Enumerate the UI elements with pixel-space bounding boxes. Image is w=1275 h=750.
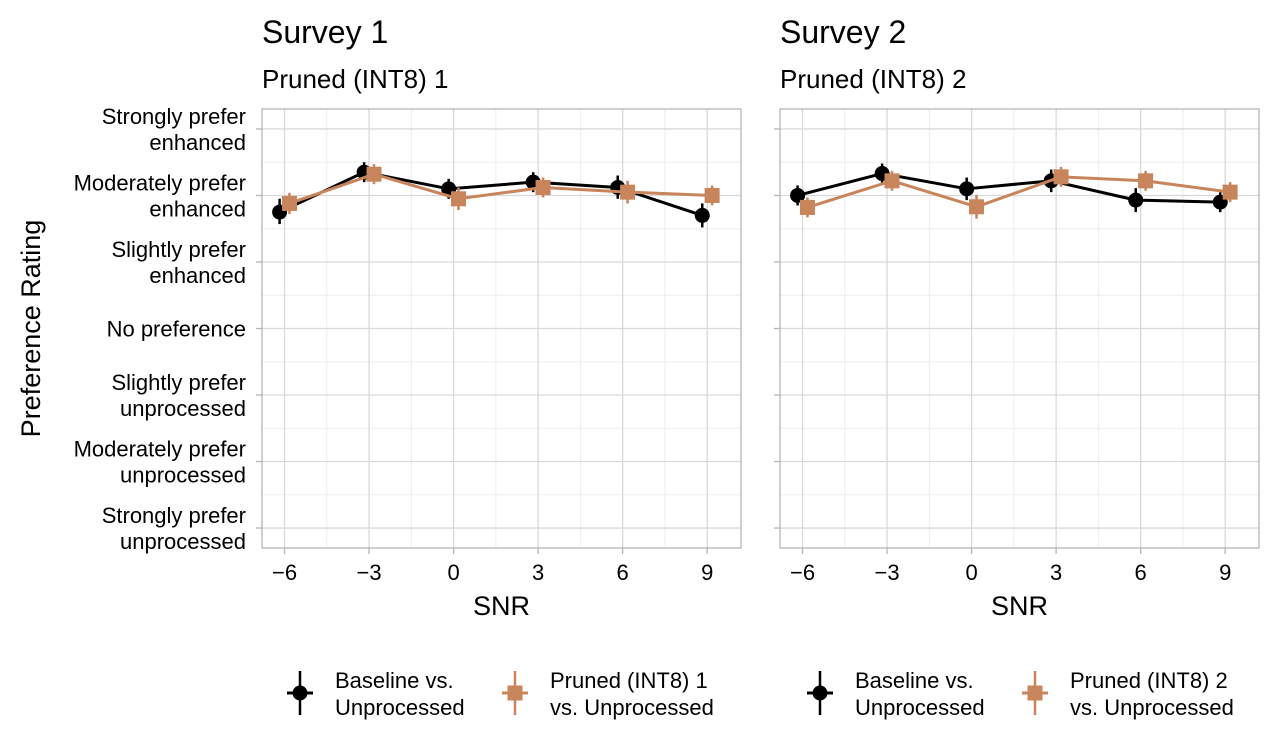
data-point (1138, 173, 1154, 189)
y-tick-label-line: Slightly prefer (111, 237, 246, 262)
legend-label-line: Pruned (INT8) 1 (550, 668, 708, 693)
y-tick-label-line: Moderately prefer (74, 170, 246, 195)
grid (262, 109, 741, 548)
y-tick-label: Slightly prefer unprocessed (111, 370, 246, 421)
panel-title: Survey 1 (262, 14, 388, 50)
legend-label-line: Unprocessed (855, 695, 985, 720)
data-point (535, 179, 551, 195)
legend-item: Baseline vs. Unprocessed (807, 668, 985, 720)
legend-label-line: Baseline vs. (855, 668, 974, 693)
series-line (797, 172, 1221, 204)
legend-label-line: vs. Unprocessed (1070, 695, 1234, 720)
data-point (694, 207, 710, 223)
data-point (969, 199, 985, 215)
y-tick-label-line: enhanced (149, 196, 246, 221)
legend-item: Pruned (INT8) 1 vs. Unprocessed (502, 668, 714, 720)
x-tick-label: 9 (701, 560, 713, 585)
x-tick-label: −6 (790, 560, 815, 585)
grid (780, 109, 1259, 548)
x-axis-title: SNR (991, 591, 1048, 621)
y-tick-label-line: unprocessed (120, 529, 246, 554)
data-point (884, 173, 900, 189)
y-tick-label: Moderately prefer unprocessed (74, 437, 246, 488)
legend-item: Baseline vs. Unprocessed (287, 668, 465, 720)
data-point (1053, 169, 1069, 185)
y-tick-label: No preference (107, 317, 246, 342)
x-tick-label: −6 (272, 560, 297, 585)
legend-key-marker (507, 685, 523, 701)
legend-label-line: Pruned (INT8) 2 (1070, 668, 1228, 693)
legend-label: Baseline vs. Unprocessed (335, 668, 465, 720)
y-tick-label: Strongly prefer enhanced (102, 104, 246, 155)
y-tick-label-line: enhanced (149, 263, 246, 288)
data-point (451, 191, 467, 207)
data-point (799, 199, 815, 215)
legend-label: Baseline vs. Unprocessed (855, 668, 985, 720)
legend-label: Pruned (INT8) 1 vs. Unprocessed (550, 668, 714, 720)
data-point (704, 187, 720, 203)
series-line (288, 172, 713, 205)
y-axis-title: Preference Rating (16, 220, 46, 438)
x-tick-label: 9 (1219, 560, 1231, 585)
y-tick-label: Moderately prefer enhanced (74, 170, 246, 221)
y-tick-label: Strongly prefer unprocessed (102, 503, 246, 554)
series-2 (281, 164, 720, 215)
panel-title: Survey 2 (780, 14, 906, 50)
data-point (620, 184, 636, 200)
legend-key-marker (812, 685, 828, 701)
series-line (807, 175, 1231, 209)
panel-2: Survey 2 Pruned (INT8) 2 −6 −3 0 3 6 9 SNR Baseli… (774, 14, 1260, 720)
data-point (281, 195, 297, 211)
legend-label-line: vs. Unprocessed (550, 695, 714, 720)
x-tick-label: −3 (357, 560, 382, 585)
x-tick-label: 6 (1135, 560, 1147, 585)
panel-subtitle: Pruned (INT8) 2 (780, 64, 966, 94)
x-tick-label: 0 (965, 560, 977, 585)
y-tick-label: Slightly prefer enhanced (111, 237, 246, 288)
x-tick-label: 0 (447, 560, 459, 585)
x-tick-label: −3 (875, 560, 900, 585)
x-axis-title: SNR (473, 591, 530, 621)
data-point (366, 166, 382, 182)
y-tick-label-line: Strongly prefer (102, 104, 246, 129)
legend: Baseline vs. Unprocessed Pruned (INT8) 2 vs… (807, 668, 1234, 720)
panel-subtitle: Pruned (INT8) 1 (262, 64, 448, 94)
legend-label-line: Unprocessed (335, 695, 465, 720)
legend-label: Pruned (INT8) 2 vs. Unprocessed (1070, 668, 1234, 720)
y-tick-label-line: unprocessed (120, 463, 246, 488)
y-tick-label-line: unprocessed (120, 396, 246, 421)
data-point (959, 181, 975, 197)
data-point (790, 187, 806, 203)
x-tick-label: 6 (617, 560, 629, 585)
legend-item: Pruned (INT8) 2 vs. Unprocessed (1022, 668, 1234, 720)
x-tick-label: 3 (532, 560, 544, 585)
data-point (1222, 184, 1238, 200)
panel-1: Survey 1 Pruned (INT8) 1 −6 −3 0 3 6 9 SNR Baseli… (256, 14, 742, 720)
y-tick-label-line: Moderately prefer (74, 437, 246, 462)
legend: Baseline vs. Unprocessed Pruned (INT8) 1 vs… (287, 668, 714, 720)
x-tick-label: 3 (1050, 560, 1062, 585)
legend-key-marker (292, 685, 308, 701)
series-1 (790, 163, 1228, 213)
data-point (1128, 192, 1144, 208)
y-tick-label-line: enhanced (149, 130, 246, 155)
legend-label-line: Baseline vs. (335, 668, 454, 693)
y-tick-label-line: Slightly prefer (111, 370, 246, 395)
legend-key-marker (1027, 685, 1043, 701)
y-tick-label-line: No preference (107, 317, 246, 342)
series-2 (799, 166, 1238, 219)
y-tick-label-line: Strongly prefer (102, 503, 246, 528)
